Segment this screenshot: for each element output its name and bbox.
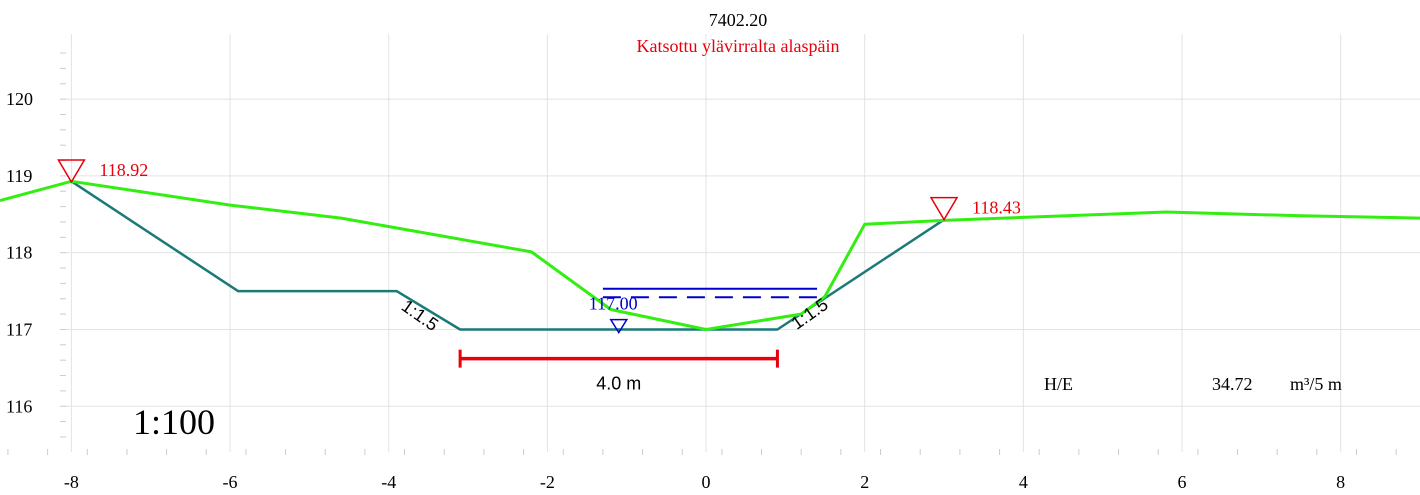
water-level: 117.00 [589, 287, 818, 335]
section-title: 7402.20 [709, 10, 768, 30]
bottom-width-label: 4.0 m [596, 374, 641, 394]
volume-label: H/E [1044, 374, 1073, 394]
x-tick-label: 4 [1019, 472, 1028, 492]
water-level-marker-icon [609, 318, 629, 335]
ground-profile-line [0, 179, 1420, 331]
y-tick-label: 120 [6, 89, 33, 109]
x-tick-label: -4 [381, 472, 396, 492]
x-tick-label: 8 [1336, 472, 1345, 492]
water-level-label: 117.00 [589, 294, 638, 314]
y-tick-label: 117 [6, 319, 32, 339]
slope-ratio-label: 1:1.5 [788, 294, 832, 333]
x-tick-label: 0 [702, 472, 711, 492]
y-tick-label: 119 [6, 166, 32, 186]
elevation-marker-icon [929, 196, 959, 222]
x-tick-label: -2 [540, 472, 555, 492]
elevation-marker-label: 118.43 [972, 198, 1021, 218]
y-tick-label: 118 [6, 243, 32, 263]
x-tick-label: 2 [860, 472, 869, 492]
x-tick-label: -8 [64, 472, 79, 492]
x-tick-label: 6 [1178, 472, 1187, 492]
elevation-marker-label: 118.92 [99, 160, 148, 180]
view-direction-subtitle: Katsottu ylävirralta alaspäin [637, 36, 840, 56]
grid [64, 34, 1420, 452]
profile-lines [0, 179, 1420, 331]
x-tick-label: -6 [223, 472, 238, 492]
volume-unit: m³/5 m [1290, 374, 1342, 394]
scale-label: 1:100 [133, 402, 215, 442]
tick-labels: -8 -6 -4 -2 0 2 4 6 8 116 117 118 119 120 [6, 89, 1345, 492]
volume-value: 34.72 [1212, 374, 1253, 394]
y-tick-label: 116 [6, 396, 32, 416]
minor-ticks [7, 52, 1397, 455]
elevation-marker-icon [57, 159, 86, 184]
